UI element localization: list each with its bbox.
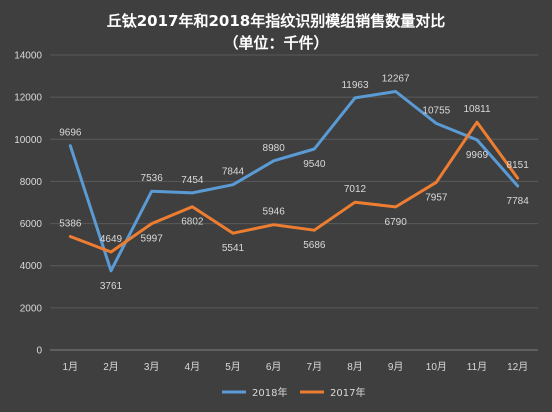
- data-label: 7454: [181, 175, 204, 186]
- data-label: 7784: [507, 196, 530, 207]
- x-tick-label: 11月: [467, 361, 487, 373]
- y-tick-label: 0: [36, 346, 42, 357]
- x-axis-ticks: 1月 2月 3月 4月 5月 6月 7月 8月 9月 10月 11月 12月: [63, 361, 529, 373]
- data-label: 9969: [466, 150, 489, 161]
- x-tick-label: 7月: [307, 361, 323, 373]
- data-label: 3761: [100, 281, 123, 292]
- x-tick-label: 5月: [225, 361, 241, 373]
- data-label: 12267: [382, 74, 410, 85]
- x-tick-label: 3月: [144, 361, 160, 373]
- data-labels: 9696 3761 7536 7454 7844 8980 9540 11963 12267 10…: [59, 74, 529, 292]
- data-label: 7012: [344, 184, 367, 195]
- data-label: 5541: [222, 243, 245, 254]
- legend-label: 2018年: [252, 386, 287, 399]
- data-label: 9540: [303, 159, 326, 170]
- x-tick-label: 4月: [185, 361, 201, 373]
- y-tick-label: 14000: [14, 51, 42, 62]
- data-label: 8151: [507, 160, 530, 171]
- data-label: 4649: [100, 234, 123, 245]
- legend-label: 2017年: [330, 386, 365, 399]
- y-tick-label: 4000: [20, 261, 43, 272]
- y-tick-label: 10000: [14, 135, 42, 146]
- x-tick-label: 6月: [266, 361, 282, 373]
- data-label: 5386: [59, 219, 82, 230]
- x-tick-label: 1月: [63, 361, 79, 373]
- legend: 2018年 2017年: [222, 386, 365, 399]
- x-tick-label: 12月: [507, 361, 528, 373]
- series-lines: [68, 90, 520, 273]
- data-label: 6802: [181, 217, 204, 228]
- chart-title: 丘钛2017年和2018年指纹识别模组销售数量对比: [107, 12, 446, 30]
- data-label: 6790: [385, 217, 408, 228]
- y-tick-label: 8000: [20, 177, 43, 188]
- y-axis-ticks: 0 2000 4000 6000 8000 10000 12000 14000: [14, 51, 42, 357]
- x-tick-label: 10月: [426, 361, 447, 373]
- data-label: 10755: [422, 105, 450, 116]
- data-label: 5686: [303, 240, 326, 251]
- y-tick-label: 12000: [14, 93, 42, 104]
- data-label: 7844: [222, 167, 245, 178]
- x-tick-label: 9月: [388, 361, 404, 373]
- gridlines: [50, 54, 538, 351]
- series-line-0: [68, 90, 520, 273]
- data-label: 7536: [141, 173, 164, 184]
- data-label: 8980: [263, 143, 286, 154]
- data-label: 7957: [425, 192, 448, 203]
- data-label: 9696: [59, 128, 82, 139]
- x-tick-label: 8月: [347, 361, 363, 373]
- data-label: 5946: [263, 207, 286, 218]
- x-tick-label: 2月: [103, 361, 119, 373]
- data-label: 11963: [341, 80, 369, 91]
- y-tick-label: 6000: [20, 219, 43, 230]
- data-label: 10811: [463, 104, 491, 115]
- y-tick-label: 2000: [20, 303, 43, 314]
- series-line-1: [68, 120, 520, 254]
- data-label: 5997: [141, 234, 164, 245]
- chart-subtitle: （单位：千件）: [223, 34, 328, 52]
